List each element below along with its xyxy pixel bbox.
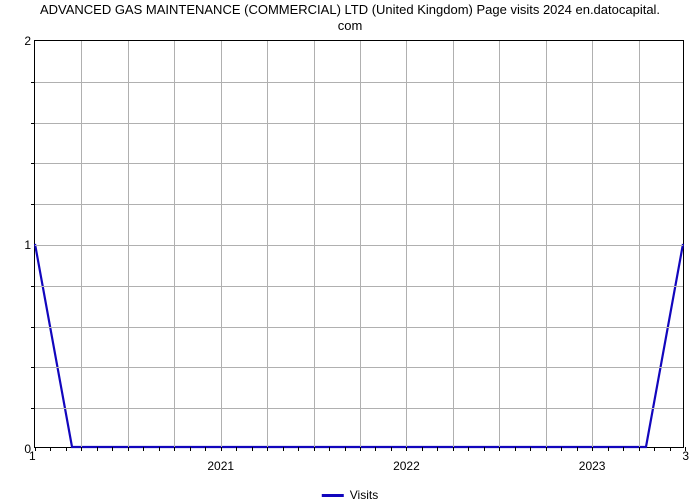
grid-line-vertical	[499, 41, 500, 447]
x-minor-tick	[592, 447, 593, 451]
x-minor-tick	[112, 447, 113, 451]
x-minor-tick	[66, 447, 67, 451]
x-tick-label: 2021	[207, 459, 234, 473]
chart-title-line1: ADVANCED GAS MAINTENANCE (COMMERCIAL) LT…	[40, 2, 660, 17]
x-minor-tick	[453, 447, 454, 451]
x-minor-tick	[391, 447, 392, 451]
x-minor-tick	[345, 447, 346, 451]
y-tick-label: 0	[24, 442, 31, 456]
x-minor-tick	[252, 447, 253, 451]
x-minor-tick	[50, 447, 51, 451]
x-minor-tick	[143, 447, 144, 451]
grid-line-vertical	[267, 41, 268, 447]
x-minor-tick	[298, 447, 299, 451]
grid-line-horizontal	[35, 367, 683, 368]
x-minor-tick	[437, 447, 438, 451]
x-minor-tick	[639, 447, 640, 451]
y-minor-tick	[31, 327, 35, 328]
x-minor-tick	[221, 447, 222, 451]
x-minor-tick	[159, 447, 160, 451]
x-minor-tick	[314, 447, 315, 451]
x-minor-tick	[283, 447, 284, 451]
x-minor-tick	[128, 447, 129, 451]
x-extra-label-right: 3	[682, 449, 689, 463]
grid-line-vertical	[546, 41, 547, 447]
x-minor-tick	[360, 447, 361, 451]
x-minor-tick	[484, 447, 485, 451]
x-minor-tick	[97, 447, 98, 451]
plot-area: 1 3 012202120222023	[34, 40, 684, 448]
x-minor-tick	[236, 447, 237, 451]
x-minor-tick	[190, 447, 191, 451]
x-minor-tick	[205, 447, 206, 451]
grid-line-vertical	[128, 41, 129, 447]
series-line	[35, 244, 683, 447]
grid-line-horizontal	[35, 163, 683, 164]
grid-line-vertical	[314, 41, 315, 447]
x-tick-label: 2022	[393, 459, 420, 473]
x-minor-tick	[608, 447, 609, 451]
y-tick-label: 2	[24, 34, 31, 48]
grid-line-horizontal	[35, 204, 683, 205]
x-minor-tick	[530, 447, 531, 451]
x-minor-tick	[422, 447, 423, 451]
x-minor-tick	[561, 447, 562, 451]
y-minor-tick	[31, 82, 35, 83]
x-minor-tick	[623, 447, 624, 451]
x-minor-tick	[81, 447, 82, 451]
y-minor-tick	[31, 286, 35, 287]
grid-line-horizontal	[35, 408, 683, 409]
legend-swatch	[322, 494, 344, 497]
y-minor-tick	[31, 367, 35, 368]
grid-line-vertical	[639, 41, 640, 447]
y-minor-tick	[31, 408, 35, 409]
chart-container: ADVANCED GAS MAINTENANCE (COMMERCIAL) LT…	[0, 0, 700, 500]
grid-line-vertical	[174, 41, 175, 447]
grid-line-horizontal	[35, 286, 683, 287]
grid-line-horizontal	[35, 82, 683, 83]
y-minor-tick	[31, 163, 35, 164]
line-series	[35, 41, 683, 447]
x-minor-tick	[267, 447, 268, 451]
x-minor-tick	[670, 447, 671, 451]
grid-line-horizontal	[35, 245, 683, 246]
x-minor-tick	[406, 447, 407, 451]
x-minor-tick	[546, 447, 547, 451]
legend-label: Visits	[350, 488, 378, 500]
grid-line-vertical	[406, 41, 407, 447]
grid-line-vertical	[453, 41, 454, 447]
grid-line-horizontal	[35, 123, 683, 124]
x-tick-label: 2023	[579, 459, 606, 473]
x-minor-tick	[35, 447, 36, 451]
x-minor-tick	[685, 447, 686, 451]
x-minor-tick	[515, 447, 516, 451]
grid-line-vertical	[592, 41, 593, 447]
grid-line-vertical	[360, 41, 361, 447]
x-minor-tick	[174, 447, 175, 451]
x-minor-tick	[577, 447, 578, 451]
x-minor-tick	[499, 447, 500, 451]
grid-line-vertical	[81, 41, 82, 447]
x-minor-tick	[468, 447, 469, 451]
grid-line-horizontal	[35, 327, 683, 328]
grid-line-vertical	[221, 41, 222, 447]
y-tick-label: 1	[24, 238, 31, 252]
y-minor-tick	[31, 123, 35, 124]
chart-title: ADVANCED GAS MAINTENANCE (COMMERCIAL) LT…	[0, 2, 700, 35]
x-minor-tick	[375, 447, 376, 451]
x-minor-tick	[329, 447, 330, 451]
legend: Visits	[322, 488, 378, 500]
chart-title-line2: com	[0, 18, 700, 34]
x-minor-tick	[654, 447, 655, 451]
y-minor-tick	[31, 204, 35, 205]
